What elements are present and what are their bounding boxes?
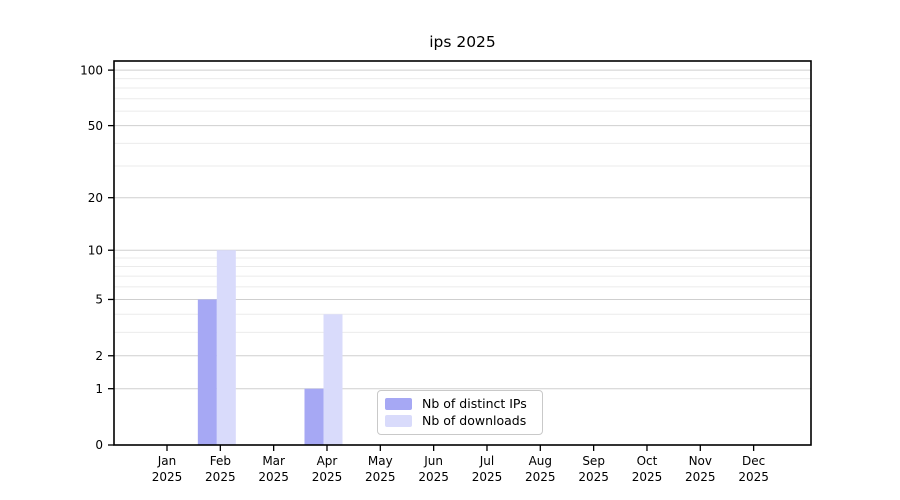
x-tick-label-month: Oct bbox=[637, 454, 658, 468]
bar-nb-of-downloads-feb bbox=[216, 250, 236, 445]
legend-swatch-distinct-ips bbox=[385, 397, 412, 410]
x-tick-label-year: 2025 bbox=[578, 470, 609, 484]
x-tick-label-year: 2025 bbox=[312, 470, 343, 484]
x-tick-label-month: Sep bbox=[582, 454, 605, 468]
x-tick-label-month: Jul bbox=[479, 454, 494, 468]
legend: Nb of distinct IPs Nb of downloads bbox=[377, 390, 543, 435]
bar-nb-of-distinct-ips-apr bbox=[304, 388, 324, 445]
x-tick-label-month: May bbox=[368, 454, 393, 468]
x-tick-label-year: 2025 bbox=[685, 470, 716, 484]
x-tick-label-year: 2025 bbox=[738, 470, 769, 484]
x-tick-label-month: Nov bbox=[689, 454, 712, 468]
legend-item-distinct-ips: Nb of distinct IPs bbox=[385, 395, 535, 411]
legend-label-distinct-ips: Nb of distinct IPs bbox=[422, 395, 527, 411]
y-tick-label: 50 bbox=[88, 119, 103, 133]
y-tick-label: 5 bbox=[95, 293, 103, 307]
legend-label-downloads: Nb of downloads bbox=[422, 413, 527, 428]
x-tick-label-year: 2025 bbox=[205, 470, 236, 484]
x-tick-label-year: 2025 bbox=[632, 470, 663, 484]
y-tick-label: 2 bbox=[95, 349, 103, 363]
y-tick-label: 0 bbox=[95, 438, 103, 452]
x-tick-label-year: 2025 bbox=[472, 470, 503, 484]
x-tick-label-month: Jun bbox=[423, 454, 443, 468]
x-tick-label-month: Feb bbox=[210, 454, 231, 468]
y-tick-label: 10 bbox=[88, 243, 103, 257]
plot-border bbox=[113, 60, 812, 446]
legend-swatch-downloads bbox=[385, 415, 412, 428]
x-tick-label-year: 2025 bbox=[525, 470, 556, 484]
y-tick-label: 100 bbox=[80, 63, 103, 77]
x-tick-label-month: Dec bbox=[742, 454, 765, 468]
x-tick-label-month: Mar bbox=[262, 454, 285, 468]
x-tick-label-year: 2025 bbox=[258, 470, 289, 484]
y-tick-label: 20 bbox=[88, 191, 103, 205]
x-tick-label-month: Apr bbox=[317, 454, 338, 468]
y-tick-label: 1 bbox=[95, 382, 103, 396]
bar-nb-of-downloads-apr bbox=[323, 314, 343, 445]
chart-title: ips 2025 bbox=[429, 33, 496, 51]
x-tick-label-year: 2025 bbox=[365, 470, 396, 484]
legend-item-downloads: Nb of downloads bbox=[385, 413, 535, 428]
x-tick-label-year: 2025 bbox=[418, 470, 449, 484]
bar-nb-of-distinct-ips-feb bbox=[197, 299, 217, 445]
x-tick-label-month: Aug bbox=[529, 454, 552, 468]
x-tick-label-year: 2025 bbox=[152, 470, 183, 484]
x-tick-label-month: Jan bbox=[157, 454, 177, 468]
